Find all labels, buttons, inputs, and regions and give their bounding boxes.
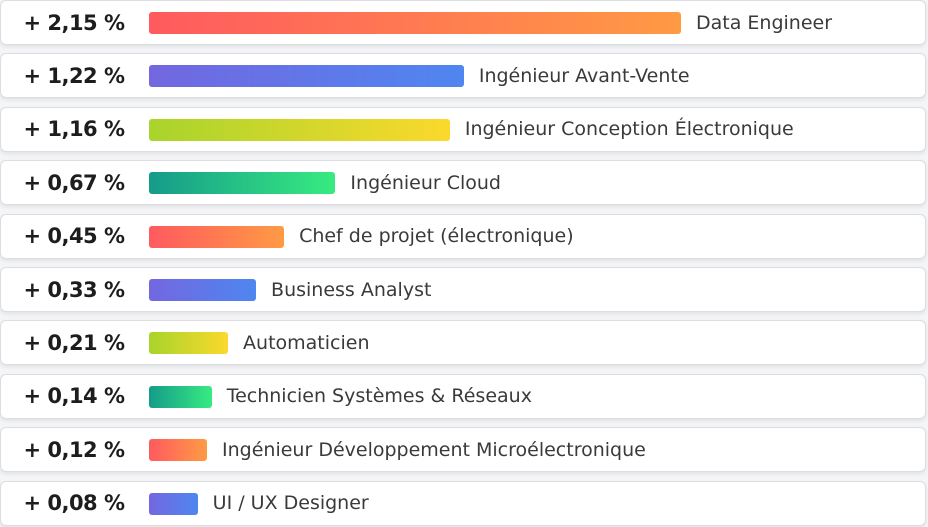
category-label: Ingénieur Conception Électronique	[464, 118, 794, 141]
bar	[149, 332, 229, 355]
bar	[149, 65, 464, 88]
category-label: Ingénieur Cloud	[350, 171, 501, 194]
value-label: + 0,08 %	[23, 491, 125, 516]
bar-row: + 2,15 % Data Engineer	[0, 0, 926, 45]
category-label: Automaticien	[243, 331, 370, 354]
value-label: + 0,67 %	[23, 170, 125, 195]
bar	[149, 12, 681, 34]
bar-row: + 0,21 % Automaticien	[0, 320, 926, 366]
bar-row: + 0,45 % Chef de projet (électronique)	[0, 213, 926, 259]
category-label: Chef de projet (électronique)	[299, 225, 574, 248]
value-label: + 0,33 %	[23, 277, 125, 302]
bar	[149, 492, 198, 515]
category-label: UI / UX Designer	[212, 492, 369, 515]
category-label: Business Analyst	[271, 278, 432, 301]
value-label: + 1,22 %	[23, 63, 125, 88]
bar	[149, 225, 285, 248]
bar-row: + 0,14 % Technicien Systèmes & Réseaux	[0, 373, 926, 419]
category-label: Ingénieur Avant-Vente	[478, 64, 690, 87]
bar	[149, 279, 257, 301]
bar-row: + 0,12 % Ingénieur Développement Microéle…	[0, 427, 926, 473]
category-label: Technicien Systèmes & Réseaux	[226, 385, 532, 408]
value-label: + 0,14 %	[23, 384, 125, 409]
bar-row: + 0,33 % Business Analyst	[0, 267, 926, 312]
bar	[149, 118, 450, 141]
bar-row: + 1,22 % Ingénieur Avant-Vente	[0, 53, 926, 99]
value-label: + 0,12 %	[23, 437, 125, 462]
value-label: + 2,15 %	[23, 10, 125, 35]
value-label: + 0,21 %	[23, 330, 125, 355]
value-label: + 1,16 %	[23, 117, 125, 142]
bar-row: + 0,08 % UI / UX Designer	[0, 480, 926, 526]
category-label: Ingénieur Développement Microélectroniqu…	[222, 438, 646, 461]
bar-row: + 1,16 % Ingénieur Conception Électroniqu…	[0, 106, 926, 152]
bar	[149, 439, 208, 462]
value-label: + 0,45 %	[23, 224, 125, 249]
bar	[149, 172, 336, 195]
bar	[149, 385, 212, 408]
bar-row: + 0,67 % Ingénieur Cloud	[0, 160, 926, 206]
category-label: Data Engineer	[696, 11, 833, 34]
